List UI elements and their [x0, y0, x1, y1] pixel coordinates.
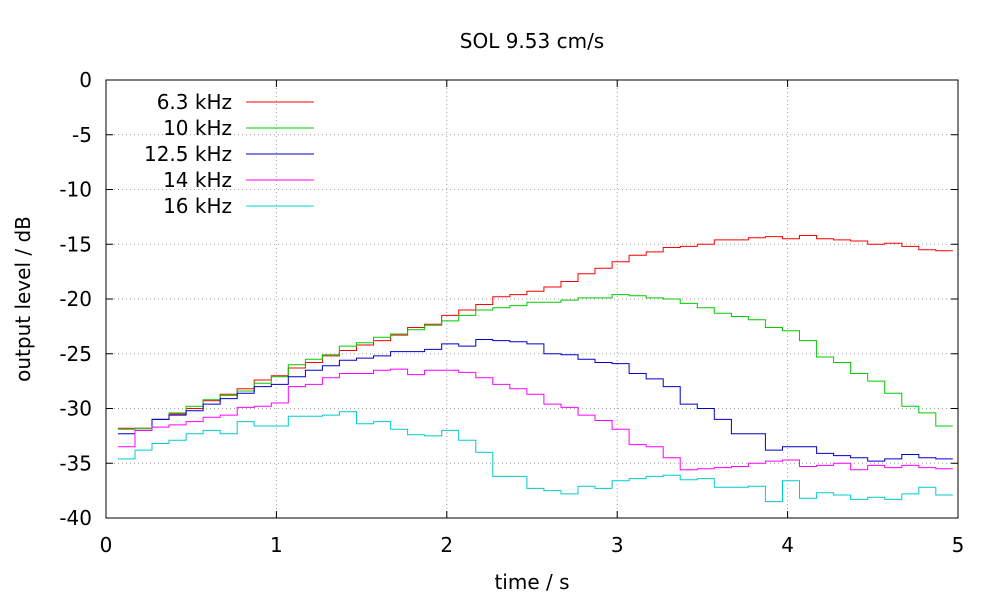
y-tick-label: -35: [59, 451, 92, 475]
y-tick-label: -20: [59, 287, 92, 311]
legend-label-14-khz: 14 kHz: [163, 168, 232, 192]
y-tick-label: -25: [59, 342, 92, 366]
y-tick-label: -30: [59, 397, 92, 421]
legend-label-16-khz: 16 kHz: [163, 194, 232, 218]
series-line-16-khz: [117, 411, 953, 503]
y-tick-label: 0: [79, 68, 92, 92]
x-tick-label: 3: [611, 533, 624, 557]
series-line-6-3-khz: [117, 235, 953, 429]
x-tick-label: 5: [952, 533, 965, 557]
y-axis-label: output level / dB: [11, 216, 35, 382]
legend-label-12-5-khz: 12.5 kHz: [144, 142, 232, 166]
x-tick-label: 2: [440, 533, 453, 557]
y-tick-label: -40: [59, 506, 92, 530]
series-layer: [117, 235, 953, 503]
legend-label-6-3-khz: 6.3 kHz: [157, 90, 232, 114]
y-tick-label: -5: [72, 123, 92, 147]
legend-label-10-khz: 10 kHz: [163, 116, 232, 140]
y-tick-label: -15: [59, 232, 92, 256]
x-axis-label: time / s: [494, 570, 569, 594]
series-line-10-khz: [117, 294, 953, 430]
series-line-12-5-khz: [117, 339, 953, 462]
x-tick-label: 4: [781, 533, 794, 557]
axis-ticks: 0 1 2 3 4 5 0 -5 -10 -15 -20 -25 -30 -35 -40: [59, 68, 964, 557]
series-line-14-khz: [117, 368, 953, 471]
chart-title: SOL 9.53 cm/s: [460, 29, 604, 53]
grid: [106, 80, 958, 518]
x-tick-label: 1: [270, 533, 283, 557]
x-tick-label: 0: [100, 533, 113, 557]
y-tick-label: -10: [59, 178, 92, 202]
